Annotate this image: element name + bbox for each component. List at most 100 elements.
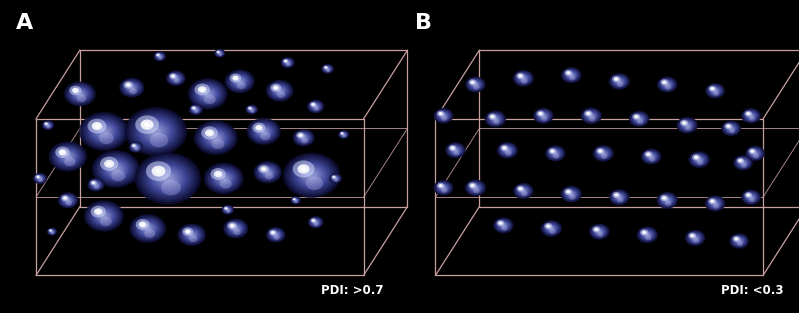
Circle shape (734, 156, 752, 169)
Circle shape (64, 198, 72, 203)
Circle shape (643, 232, 651, 238)
Circle shape (260, 167, 267, 171)
Circle shape (496, 219, 511, 231)
Circle shape (694, 155, 705, 164)
Circle shape (191, 106, 197, 110)
Circle shape (229, 73, 251, 90)
Circle shape (119, 78, 145, 98)
Circle shape (566, 71, 570, 74)
Circle shape (110, 165, 121, 173)
Circle shape (191, 106, 201, 113)
Circle shape (747, 113, 755, 119)
Circle shape (285, 60, 286, 62)
Circle shape (539, 112, 543, 115)
Circle shape (46, 123, 50, 127)
Circle shape (658, 193, 677, 208)
Circle shape (690, 234, 694, 237)
Circle shape (747, 112, 755, 119)
Circle shape (94, 183, 97, 186)
Circle shape (225, 208, 227, 209)
Circle shape (283, 59, 288, 63)
Circle shape (440, 114, 447, 118)
Circle shape (686, 231, 704, 245)
Circle shape (519, 74, 528, 82)
Circle shape (637, 227, 658, 243)
Circle shape (217, 52, 222, 55)
Circle shape (505, 151, 511, 156)
Circle shape (439, 112, 448, 120)
Circle shape (657, 76, 678, 93)
Circle shape (596, 148, 604, 154)
Circle shape (580, 107, 602, 124)
Circle shape (564, 70, 572, 76)
Circle shape (193, 107, 194, 109)
Circle shape (205, 129, 227, 146)
Circle shape (491, 116, 494, 117)
Circle shape (267, 80, 292, 101)
Circle shape (286, 61, 289, 64)
Circle shape (747, 194, 755, 201)
Circle shape (268, 82, 291, 100)
Circle shape (190, 105, 201, 114)
Circle shape (692, 235, 698, 240)
Circle shape (690, 234, 700, 241)
Circle shape (646, 152, 650, 156)
Circle shape (292, 198, 296, 201)
Circle shape (35, 175, 45, 182)
Circle shape (155, 52, 165, 60)
Circle shape (617, 82, 623, 87)
Circle shape (562, 187, 580, 201)
Circle shape (129, 214, 166, 243)
Circle shape (468, 79, 476, 85)
Circle shape (566, 70, 577, 80)
Circle shape (725, 123, 732, 129)
Circle shape (291, 197, 300, 204)
Circle shape (726, 124, 736, 132)
Circle shape (44, 122, 52, 128)
Circle shape (711, 88, 714, 89)
Circle shape (104, 160, 114, 168)
Circle shape (594, 228, 604, 235)
Circle shape (205, 129, 214, 136)
Circle shape (639, 229, 655, 241)
Circle shape (251, 109, 252, 110)
Circle shape (589, 116, 595, 121)
Circle shape (46, 228, 58, 236)
Circle shape (213, 171, 234, 186)
Circle shape (535, 110, 551, 122)
Circle shape (301, 167, 322, 183)
Circle shape (260, 129, 268, 134)
Circle shape (594, 147, 612, 160)
Circle shape (519, 187, 528, 194)
Circle shape (439, 112, 443, 115)
Circle shape (34, 174, 46, 183)
Circle shape (211, 168, 226, 180)
Circle shape (554, 152, 557, 155)
Circle shape (217, 51, 223, 55)
Circle shape (58, 149, 66, 156)
Circle shape (569, 194, 575, 200)
Circle shape (66, 83, 93, 105)
Circle shape (688, 233, 696, 239)
Circle shape (646, 233, 649, 236)
Circle shape (233, 75, 239, 80)
Circle shape (51, 232, 54, 234)
Circle shape (92, 122, 102, 130)
Circle shape (215, 49, 225, 57)
Circle shape (140, 119, 172, 144)
Circle shape (566, 190, 570, 193)
Circle shape (611, 75, 627, 87)
Circle shape (256, 163, 279, 181)
Circle shape (500, 145, 508, 151)
Circle shape (221, 205, 234, 215)
Circle shape (663, 81, 666, 83)
Circle shape (223, 218, 248, 239)
Circle shape (310, 218, 316, 223)
Circle shape (441, 186, 446, 190)
Circle shape (439, 184, 448, 192)
Circle shape (326, 67, 329, 70)
Circle shape (285, 61, 290, 64)
Circle shape (685, 230, 706, 246)
Circle shape (549, 229, 555, 234)
Circle shape (733, 236, 740, 242)
